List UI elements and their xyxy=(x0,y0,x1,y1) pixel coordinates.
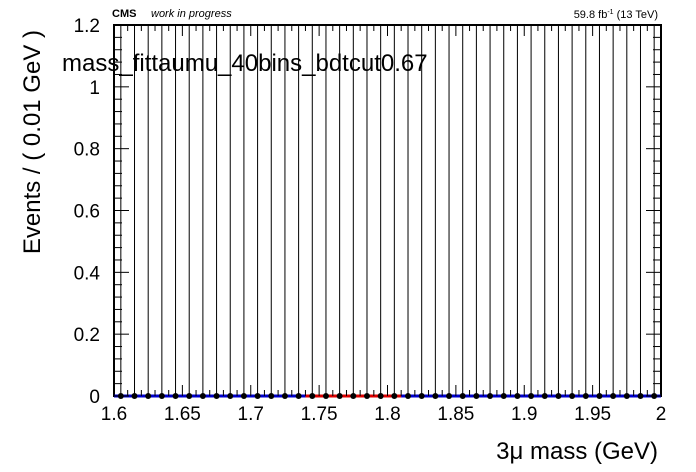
y-tick-label: 0.4 xyxy=(74,263,101,284)
data-point xyxy=(555,393,562,399)
data-point xyxy=(459,393,466,399)
data-point xyxy=(610,393,617,399)
y-tick-label: 0.2 xyxy=(74,325,100,346)
data-point xyxy=(281,393,288,399)
data-point xyxy=(596,393,603,399)
x-tick-label: 1.7 xyxy=(238,404,264,425)
x-axis-title: 3μ mass (GeV) xyxy=(496,438,658,465)
plot-frame xyxy=(113,24,662,397)
data-point xyxy=(637,393,644,399)
y-axis-title: Events / ( 0.01 GeV ) xyxy=(19,30,46,254)
data-points xyxy=(117,393,658,399)
data-point xyxy=(363,393,370,399)
x-tick-label: 1.65 xyxy=(164,404,201,425)
experiment-label: CMS xyxy=(112,8,136,20)
data-point xyxy=(131,393,138,399)
data-point xyxy=(446,393,453,399)
data-point xyxy=(172,393,179,399)
x-axis-ticks xyxy=(113,25,662,396)
data-point xyxy=(500,393,507,399)
y-tick-label: 1 xyxy=(89,78,100,99)
x-tick-label: 1.9 xyxy=(511,404,537,425)
y-axis-tick-labels: 0 0.2 0.4 0.6 0.8 1 1.2 xyxy=(74,16,101,408)
y-tick-label: 0.6 xyxy=(74,202,100,223)
data-point xyxy=(391,393,398,399)
data-point xyxy=(145,393,152,399)
lumi-exponent: -1 xyxy=(607,9,613,16)
data-point xyxy=(569,393,576,399)
status-label: work in progress xyxy=(151,8,232,20)
data-point xyxy=(541,393,548,399)
y-axis-ticks xyxy=(114,24,661,397)
data-point xyxy=(268,393,275,399)
y-tick-label: 1.2 xyxy=(74,16,100,37)
plot-title: mass_fittaumu_40bins_bdtcut0.67 xyxy=(62,50,428,77)
x-tick-label: 1.85 xyxy=(437,404,474,425)
x-tick-label: 2 xyxy=(656,404,667,425)
data-point xyxy=(309,393,316,399)
x-tick-label: 1.95 xyxy=(574,404,611,425)
data-point xyxy=(432,393,439,399)
data-point xyxy=(240,393,247,399)
data-point xyxy=(418,393,425,399)
y-tick-label: 0.8 xyxy=(74,140,100,161)
data-point xyxy=(582,393,589,399)
data-point xyxy=(158,393,165,399)
data-point xyxy=(254,393,261,399)
data-point xyxy=(514,393,521,399)
lumi-energy: (13 TeV) xyxy=(614,9,658,21)
data-point xyxy=(213,393,220,399)
data-point xyxy=(336,393,343,399)
x-tick-label: 1.6 xyxy=(101,404,127,425)
data-point xyxy=(295,393,302,399)
data-point xyxy=(473,393,480,399)
data-point xyxy=(623,393,630,399)
error-bars xyxy=(120,25,655,396)
x-tick-label: 1.8 xyxy=(374,404,400,425)
data-point xyxy=(322,393,329,399)
y-tick-label: 0 xyxy=(89,387,100,408)
data-point xyxy=(186,393,193,399)
data-point xyxy=(227,393,234,399)
lumi-label: 59.8 fb-1 (13 TeV) xyxy=(574,9,658,21)
data-point xyxy=(405,393,412,399)
data-point xyxy=(350,393,357,399)
x-tick-label: 1.75 xyxy=(301,404,338,425)
x-axis-tick-labels: 1.6 1.65 1.7 1.75 1.8 1.85 1.9 1.95 2 xyxy=(101,404,667,425)
data-point xyxy=(199,393,206,399)
data-point xyxy=(377,393,384,399)
data-point xyxy=(487,393,494,399)
lumi-value: 59.8 fb xyxy=(574,9,608,21)
data-point xyxy=(528,393,535,399)
